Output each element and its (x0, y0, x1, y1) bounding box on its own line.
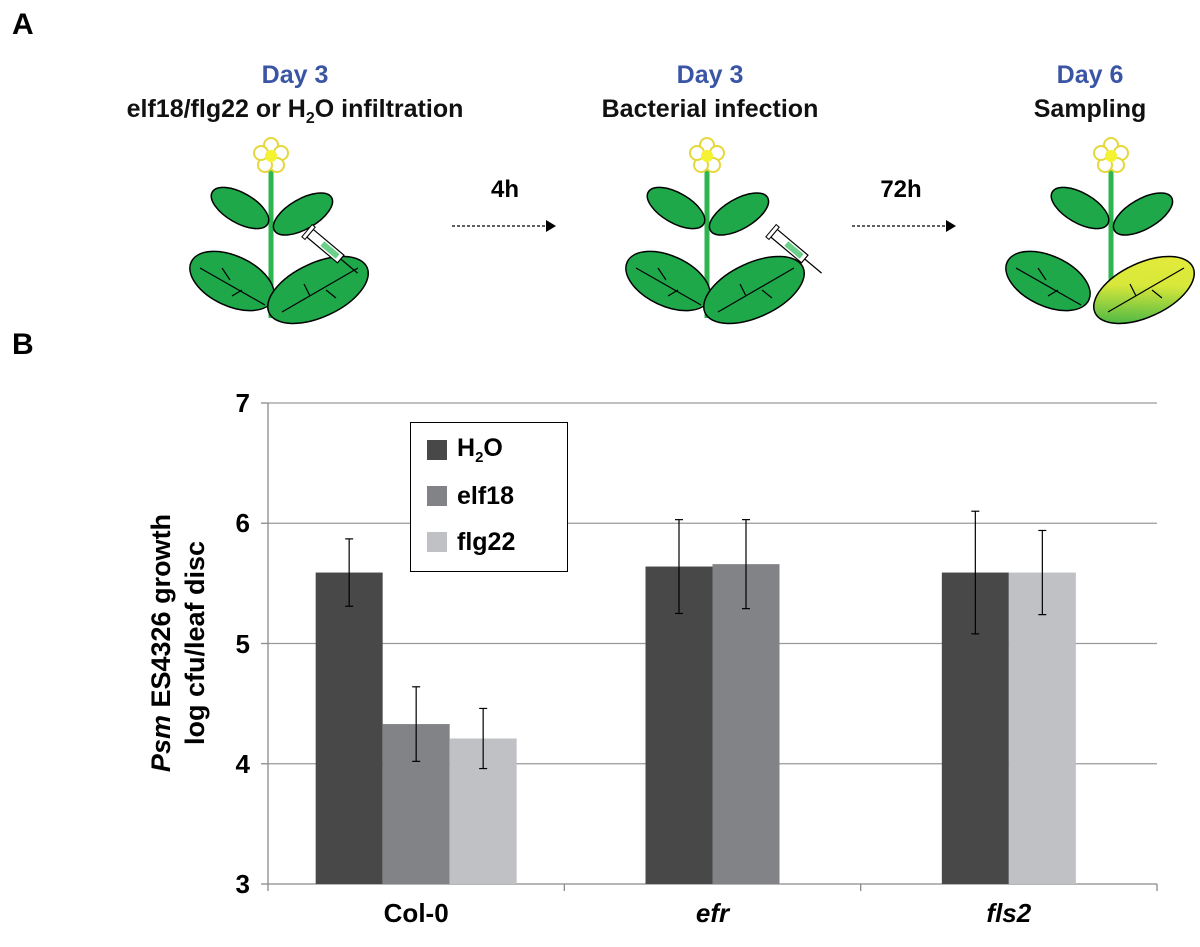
panel-label-a: A (12, 8, 34, 41)
y-tick-label: 4 (235, 748, 250, 779)
bar-flg22-fls2 (1008, 572, 1076, 884)
legend-label-elf18: elf18 (457, 481, 514, 510)
legend-item-h2o: H2O (427, 433, 503, 467)
legend-label-flg22: flg22 (457, 527, 516, 556)
step-3: Day 6 Sampling (1000, 58, 1180, 126)
arrow-label-4h: 4h (490, 176, 519, 203)
legend-label-h2o: H2O (457, 434, 503, 466)
step-3-desc: Sampling (1033, 95, 1147, 123)
plant-1-icon (189, 137, 370, 325)
step-3-day: Day 6 (1056, 61, 1124, 89)
step-2-day: Day 3 (676, 61, 744, 89)
legend-swatch-flg22 (427, 532, 447, 552)
legend-swatch-h2o (427, 440, 447, 460)
legend-item-elf18: elf18 (427, 479, 514, 513)
arrow-1-icon (452, 220, 556, 232)
step-1-day: Day 3 (261, 61, 329, 89)
bar-h2o-efr (645, 566, 713, 884)
step-2: Day 3 Bacterial infection (540, 58, 880, 126)
y-tick-label: 5 (235, 628, 250, 659)
legend: H2O elf18 flg22 (410, 422, 568, 572)
panel-label-b: B (12, 328, 34, 361)
legend-item-flg22: flg22 (427, 525, 515, 559)
x-tick-label: efr (695, 898, 730, 928)
arrow-2-icon (852, 220, 956, 232)
step-1-desc: elf18/flg22 or H2O infiltration (126, 95, 464, 127)
step-2-desc: Bacterial infection (601, 95, 819, 123)
bar-h2o-col-0 (315, 572, 383, 884)
bar-elf18-efr (712, 564, 780, 884)
plant-3-icon (1005, 137, 1196, 325)
y-tick-label: 6 (235, 508, 250, 539)
arrow-label-72h: 72h (880, 176, 922, 203)
y-axis-label: Psm ES4326 growth log cfu/leaf disc (146, 513, 210, 773)
step-1: Day 3 elf18/flg22 or H2O infiltration (60, 58, 530, 136)
x-tick-label: Col-0 (383, 898, 449, 928)
y-tick-label: 7 (235, 388, 250, 418)
plant-2-icon (625, 137, 822, 325)
legend-swatch-elf18 (427, 486, 447, 506)
x-tick-label: fls2 (986, 898, 1032, 928)
y-tick-label: 3 (235, 869, 250, 899)
